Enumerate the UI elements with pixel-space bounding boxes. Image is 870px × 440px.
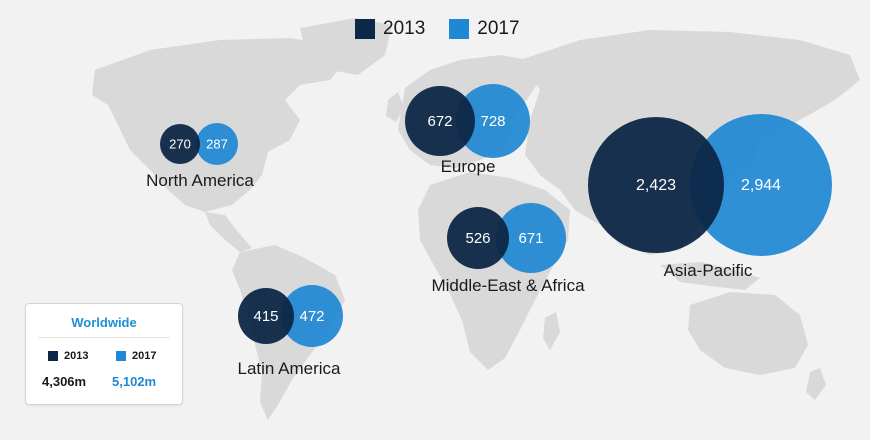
worldwide-legend-2013: 2013 <box>48 350 88 362</box>
land-new-zealand <box>806 368 826 400</box>
value-2013-europe: 672 <box>427 113 452 130</box>
worldwide-label-2017: 2017 <box>132 350 157 362</box>
bubble-2013-north-america <box>160 124 200 164</box>
land-uk <box>386 92 404 122</box>
region-label-asia-pacific: Asia-Pacific <box>664 261 753 280</box>
worldwide-box: Worldwide 2013 2017 4,306m 5,102m <box>25 303 183 405</box>
worldwide-swatch-2013 <box>48 351 58 361</box>
region-label-north-america: North America <box>146 171 254 190</box>
value-2017-asia-pacific: 2,944 <box>741 177 781 194</box>
bubble-2013-asia-pacific <box>588 117 724 253</box>
legend-label-2017: 2017 <box>477 18 520 39</box>
land-central-america <box>205 212 252 252</box>
legend-item-2013: 2013 <box>355 18 425 40</box>
value-2013-north-america: 270 <box>169 136 191 151</box>
legend-label-2013: 2013 <box>383 18 426 39</box>
region-label-europe: Europe <box>441 157 496 176</box>
value-2017-latin-america: 472 <box>299 308 324 325</box>
bubble-2013-latin-america <box>238 288 294 344</box>
bubble-2013-middle-east-africa <box>447 207 509 269</box>
region-label-middle-east-africa: Middle-East & Africa <box>431 276 585 295</box>
land-madagascar <box>543 312 560 350</box>
worldwide-value-2017: 5,102m <box>112 374 157 389</box>
value-2013-latin-america: 415 <box>253 308 278 325</box>
land-australia <box>688 292 808 375</box>
bubble-2013-europe <box>405 86 475 156</box>
bubble-2017-north-america <box>196 123 238 165</box>
worldwide-legend-2017: 2017 <box>116 350 156 362</box>
region-bubbles: 270 287 North America 672 728 Europe 526 671 Mid… <box>146 84 832 378</box>
value-2017-europe: 728 <box>480 113 505 130</box>
legend-swatch-2017 <box>449 19 470 39</box>
value-2013-middle-east-africa: 526 <box>465 230 490 247</box>
worldwide-value-2013: 4,306m <box>42 374 87 389</box>
top-legend: 2013 2017 <box>355 18 534 40</box>
land-indonesia <box>660 262 760 290</box>
value-2013-asia-pacific: 2,423 <box>636 177 676 194</box>
worldwide-title: Worldwide <box>71 315 137 330</box>
worldwide-divider <box>38 337 170 338</box>
worldwide-label-2013: 2013 <box>64 350 89 362</box>
value-2017-middle-east-africa: 671 <box>518 230 543 247</box>
legend-swatch-2013 <box>355 19 375 39</box>
value-2017-north-america: 287 <box>206 136 228 151</box>
legend-item-2017: 2017 <box>449 18 520 40</box>
region-label-latin-america: Latin America <box>238 359 342 378</box>
bubble-2017-asia-pacific <box>690 114 832 256</box>
bubble-2017-latin-america <box>281 285 343 347</box>
bubble-2017-middle-east-africa <box>496 203 566 273</box>
worldwide-swatch-2017 <box>116 351 126 361</box>
bubble-2017-europe <box>456 84 530 158</box>
